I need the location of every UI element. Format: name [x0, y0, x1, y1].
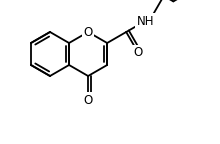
Text: NH: NH: [137, 15, 154, 28]
Text: O: O: [83, 25, 93, 38]
Text: O: O: [134, 46, 143, 59]
Text: O: O: [83, 93, 93, 107]
